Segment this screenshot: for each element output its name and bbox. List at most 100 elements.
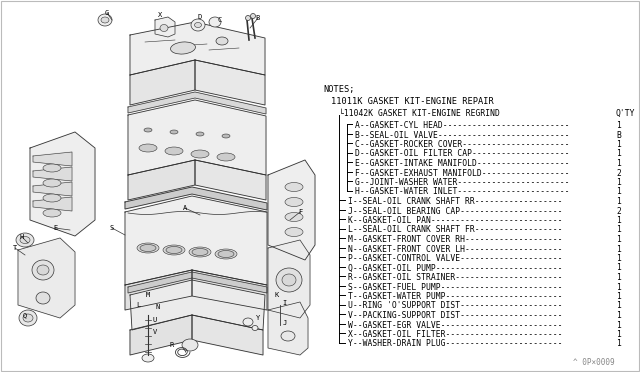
Ellipse shape [20, 237, 30, 244]
Polygon shape [125, 270, 192, 310]
Text: Q: Q [23, 312, 27, 318]
Text: W--GASKET-EGR VALVE-------------------------: W--GASKET-EGR VALVE---------------------… [348, 321, 563, 330]
Text: N: N [156, 304, 160, 310]
Text: G--JOINT-WASHER WATER-----------------------: G--JOINT-WASHER WATER-------------------… [355, 178, 570, 187]
Text: 11011K GASKET KIT-ENGINE REPAIR: 11011K GASKET KIT-ENGINE REPAIR [331, 97, 493, 106]
Text: T: T [13, 245, 17, 251]
Ellipse shape [43, 179, 61, 187]
Text: 1: 1 [616, 254, 621, 263]
Text: D--GASKET-OIL FILTER CAP--------------------: D--GASKET-OIL FILTER CAP----------------… [355, 150, 570, 158]
Text: 1: 1 [616, 178, 621, 187]
Text: E--GASKET-INTAKE MANIFOLD-------------------: E--GASKET-INTAKE MANIFOLD---------------… [355, 159, 570, 168]
Text: P--GASKET-CONTROL VALVE---------------------: P--GASKET-CONTROL VALVE-----------------… [348, 254, 563, 263]
Polygon shape [195, 60, 265, 105]
Text: U: U [153, 317, 157, 323]
Ellipse shape [285, 183, 303, 192]
Ellipse shape [285, 228, 303, 237]
Text: Q--GASKET-OIL PUMP--------------------------: Q--GASKET-OIL PUMP----------------------… [348, 263, 563, 273]
Ellipse shape [43, 194, 61, 202]
Text: C: C [218, 17, 222, 23]
Text: 1: 1 [616, 225, 621, 234]
Text: V: V [153, 329, 157, 335]
Ellipse shape [285, 212, 303, 221]
Polygon shape [128, 160, 195, 200]
Ellipse shape [196, 132, 204, 136]
Text: Y: Y [256, 315, 260, 321]
Text: E: E [53, 225, 57, 231]
Ellipse shape [170, 130, 178, 134]
Text: T--GASKET-WATER PUMP------------------------: T--GASKET-WATER PUMP--------------------… [348, 292, 563, 301]
Polygon shape [128, 100, 266, 175]
Ellipse shape [32, 260, 54, 280]
Polygon shape [33, 167, 72, 181]
Polygon shape [155, 17, 175, 37]
Ellipse shape [252, 326, 258, 330]
Ellipse shape [195, 22, 202, 28]
Ellipse shape [19, 310, 37, 326]
Text: S--GASKET-FUEL PUMP-------------------------: S--GASKET-FUEL PUMP---------------------… [348, 282, 563, 292]
Text: A: A [183, 205, 187, 211]
Text: Y--WASHER-DRAIN PLUG------------------------: Y--WASHER-DRAIN PLUG--------------------… [348, 340, 563, 349]
Text: 1: 1 [616, 273, 621, 282]
Polygon shape [192, 315, 263, 355]
Ellipse shape [140, 244, 156, 251]
Text: J--SEAL-OIL BEARING CAP---------------------: J--SEAL-OIL BEARING CAP-----------------… [348, 206, 563, 215]
Text: M--GASKET-FRONT COVER RH--------------------: M--GASKET-FRONT COVER RH----------------… [348, 235, 563, 244]
Polygon shape [268, 302, 308, 355]
Polygon shape [128, 92, 266, 114]
Ellipse shape [191, 150, 209, 158]
Text: B--SEAL-OIL VALVE---------------------------: B--SEAL-OIL VALVE-----------------------… [355, 131, 570, 140]
Text: 1: 1 [616, 216, 621, 225]
Text: 2: 2 [616, 169, 621, 177]
Text: K: K [275, 292, 279, 298]
Text: I: I [282, 300, 286, 306]
Text: 2: 2 [616, 206, 621, 215]
Ellipse shape [37, 265, 49, 275]
Text: 1: 1 [616, 311, 621, 320]
Ellipse shape [218, 250, 234, 257]
Text: M: M [146, 292, 150, 298]
Text: 1: 1 [616, 263, 621, 273]
Ellipse shape [209, 17, 221, 27]
Text: 1: 1 [616, 159, 621, 168]
Text: H--GASKET-WATER INLET-----------------------: H--GASKET-WATER INLET-------------------… [355, 187, 570, 196]
Polygon shape [268, 160, 315, 260]
Polygon shape [268, 240, 310, 318]
Ellipse shape [160, 25, 168, 32]
Text: D: D [198, 14, 202, 20]
Polygon shape [30, 132, 95, 236]
Ellipse shape [139, 144, 157, 152]
Text: 1: 1 [616, 187, 621, 196]
Text: 1: 1 [616, 301, 621, 311]
Ellipse shape [217, 153, 235, 161]
Polygon shape [125, 187, 267, 210]
Polygon shape [125, 196, 267, 285]
Text: ^ 0P×0009: ^ 0P×0009 [573, 358, 614, 367]
Text: 1: 1 [616, 292, 621, 301]
Text: R--GASKET-OIL STRAINER----------------------: R--GASKET-OIL STRAINER------------------… [348, 273, 563, 282]
Text: 1: 1 [616, 235, 621, 244]
Polygon shape [33, 197, 72, 211]
Text: X: X [158, 12, 162, 18]
Ellipse shape [163, 245, 185, 255]
Text: U--RING 'O'SUPPORT DIST---------------------: U--RING 'O'SUPPORT DIST-----------------… [348, 301, 563, 311]
Text: L--SEAL-OIL CRANK SHAFT FR------------------: L--SEAL-OIL CRANK SHAFT FR--------------… [348, 225, 563, 234]
Polygon shape [195, 160, 266, 200]
Ellipse shape [36, 292, 50, 304]
Polygon shape [130, 22, 265, 75]
Text: S: S [110, 225, 114, 231]
Text: B: B [616, 131, 621, 140]
Ellipse shape [43, 164, 61, 172]
Polygon shape [192, 270, 267, 310]
Ellipse shape [250, 13, 255, 19]
Text: 1: 1 [616, 197, 621, 206]
Ellipse shape [191, 19, 205, 31]
Ellipse shape [165, 147, 183, 155]
Text: 1: 1 [616, 150, 621, 158]
Ellipse shape [182, 339, 198, 351]
Ellipse shape [137, 243, 159, 253]
Text: K--GASKET-OIL PAN---------------------------: K--GASKET-OIL PAN-----------------------… [348, 216, 563, 225]
Text: H: H [20, 234, 24, 240]
Ellipse shape [23, 314, 33, 322]
Ellipse shape [101, 17, 109, 23]
